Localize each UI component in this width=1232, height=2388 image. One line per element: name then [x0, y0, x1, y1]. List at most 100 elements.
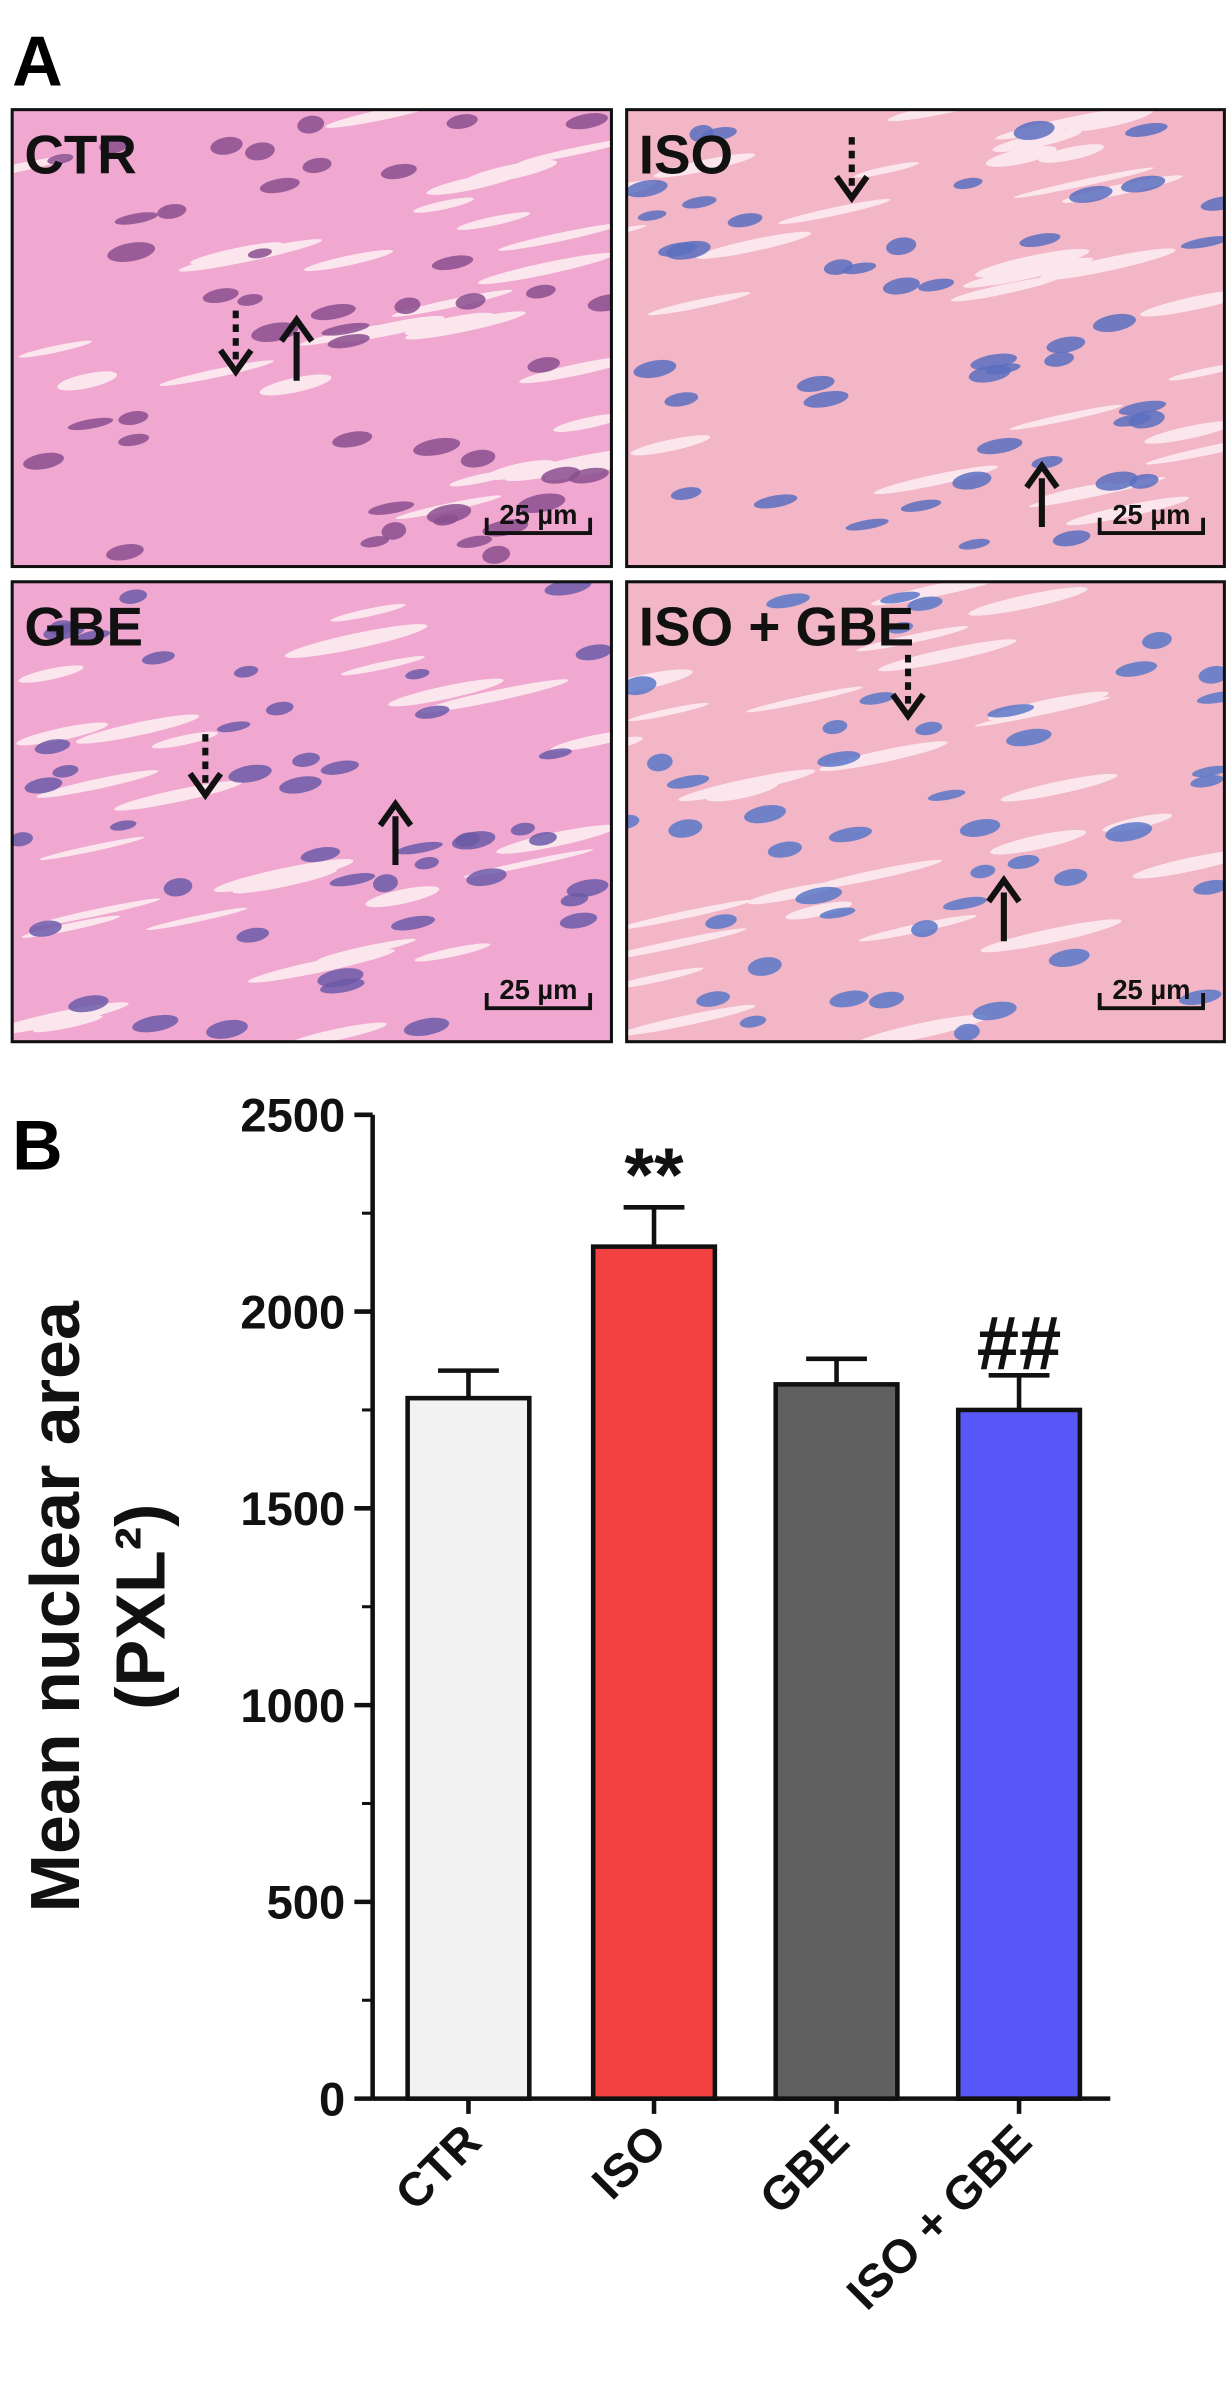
- nucleus: [132, 1014, 179, 1033]
- fiber-gap: [365, 886, 440, 908]
- scale-bar: [1097, 992, 1206, 1011]
- fiber-gap: [151, 731, 218, 749]
- fiber-gap: [1132, 849, 1225, 879]
- fiber-gap: [746, 686, 863, 713]
- nucleus: [265, 701, 294, 716]
- nucleus: [637, 210, 667, 221]
- nucleus: [880, 591, 921, 604]
- nucleus: [455, 293, 486, 310]
- fiber-gap: [974, 248, 1090, 278]
- nucleus: [119, 589, 148, 604]
- arrow-head: [377, 798, 414, 828]
- panel-label: B: [12, 1107, 63, 1185]
- scale-bar-label: 25 µm: [1112, 974, 1190, 1005]
- scale-bar: [484, 992, 593, 1011]
- nucleus: [796, 375, 835, 392]
- nucleus: [976, 437, 1023, 455]
- nucleus: [739, 1015, 767, 1028]
- nucleus: [952, 471, 992, 490]
- nucleus: [24, 777, 63, 794]
- nucleus: [1200, 196, 1225, 211]
- nucleus: [918, 278, 955, 292]
- y-tick-label: 0: [319, 2072, 345, 2125]
- frame: [625, 108, 1226, 569]
- nucleus: [696, 991, 730, 1007]
- nucleus: [456, 535, 493, 548]
- fiber-gap: [504, 448, 612, 482]
- nucleus: [1013, 120, 1055, 141]
- nucleus: [959, 819, 1001, 837]
- nucleus: [767, 841, 802, 858]
- fiber-gap: [678, 769, 816, 802]
- nucleus: [482, 545, 511, 564]
- fiber-gap: [950, 276, 1059, 302]
- fiber-gap: [284, 624, 428, 658]
- micrograph: [12, 581, 612, 1042]
- nucleus: [829, 990, 869, 1008]
- fiber-gap: [630, 435, 711, 456]
- nucleus: [431, 255, 474, 271]
- nucleus: [141, 651, 175, 665]
- nucleus: [647, 753, 673, 772]
- fiber-gap: [33, 1015, 103, 1033]
- fiber-gap: [853, 162, 920, 178]
- nucleus: [228, 764, 272, 783]
- nucleus: [1113, 413, 1151, 427]
- nucleus: [28, 920, 62, 937]
- nucleus: [321, 322, 370, 336]
- image-label: ISO + GBE: [639, 596, 914, 658]
- nucleus: [236, 927, 270, 943]
- nucleus: [900, 499, 942, 512]
- nucleus: [394, 297, 421, 315]
- fiber-gap: [235, 873, 301, 890]
- nucleus: [972, 1001, 1017, 1021]
- scale-bar: [484, 517, 593, 535]
- nucleus: [953, 177, 983, 190]
- nucleus: [795, 886, 843, 905]
- fiber-gap: [696, 231, 812, 259]
- nucleus: [1125, 122, 1168, 137]
- nucleus: [766, 593, 810, 609]
- nucleus: [292, 752, 320, 767]
- nucleus: [279, 776, 322, 794]
- nucleus: [118, 433, 150, 447]
- bar: [590, 1244, 718, 2101]
- nucleus: [915, 721, 943, 736]
- fiber-gap: [653, 153, 756, 178]
- fiber-gap: [1145, 432, 1225, 465]
- fiber-gap: [159, 360, 274, 386]
- fiber-gap: [317, 938, 416, 962]
- fiber-gap: [496, 824, 612, 854]
- nucleus: [405, 669, 430, 680]
- fiber-gap: [39, 836, 145, 860]
- nucleus: [1191, 765, 1225, 778]
- nucleus: [658, 242, 697, 257]
- nucleus: [705, 914, 737, 930]
- fiber-gap: [1115, 72, 1183, 94]
- fiber-gap: [405, 311, 526, 340]
- y-tick-label: 1000: [240, 1679, 345, 1732]
- fiber-gap: [75, 714, 200, 744]
- nucleus: [845, 518, 889, 531]
- nucleus: [1007, 855, 1040, 870]
- nucleus: [245, 142, 275, 161]
- nucleus: [310, 303, 356, 321]
- fiber-gap: [33, 898, 161, 927]
- micrograph: [626, 72, 1225, 567]
- nucleus: [887, 622, 914, 634]
- nucleus: [559, 912, 598, 929]
- frame: [625, 580, 1226, 1044]
- nucleus: [1118, 400, 1167, 416]
- fiber-gap: [413, 197, 474, 213]
- nucleus: [529, 832, 557, 846]
- nucleus: [670, 487, 702, 501]
- nucleus: [68, 995, 109, 1013]
- fiber-gap: [456, 212, 531, 230]
- fiber-gap: [1000, 773, 1118, 802]
- nucleus: [47, 154, 74, 165]
- fiber-gap: [873, 465, 999, 495]
- fiber-gap: [485, 460, 556, 480]
- x-tick-label: GBE: [749, 2114, 859, 2224]
- nucleus: [414, 856, 439, 870]
- nucleus: [1052, 530, 1091, 547]
